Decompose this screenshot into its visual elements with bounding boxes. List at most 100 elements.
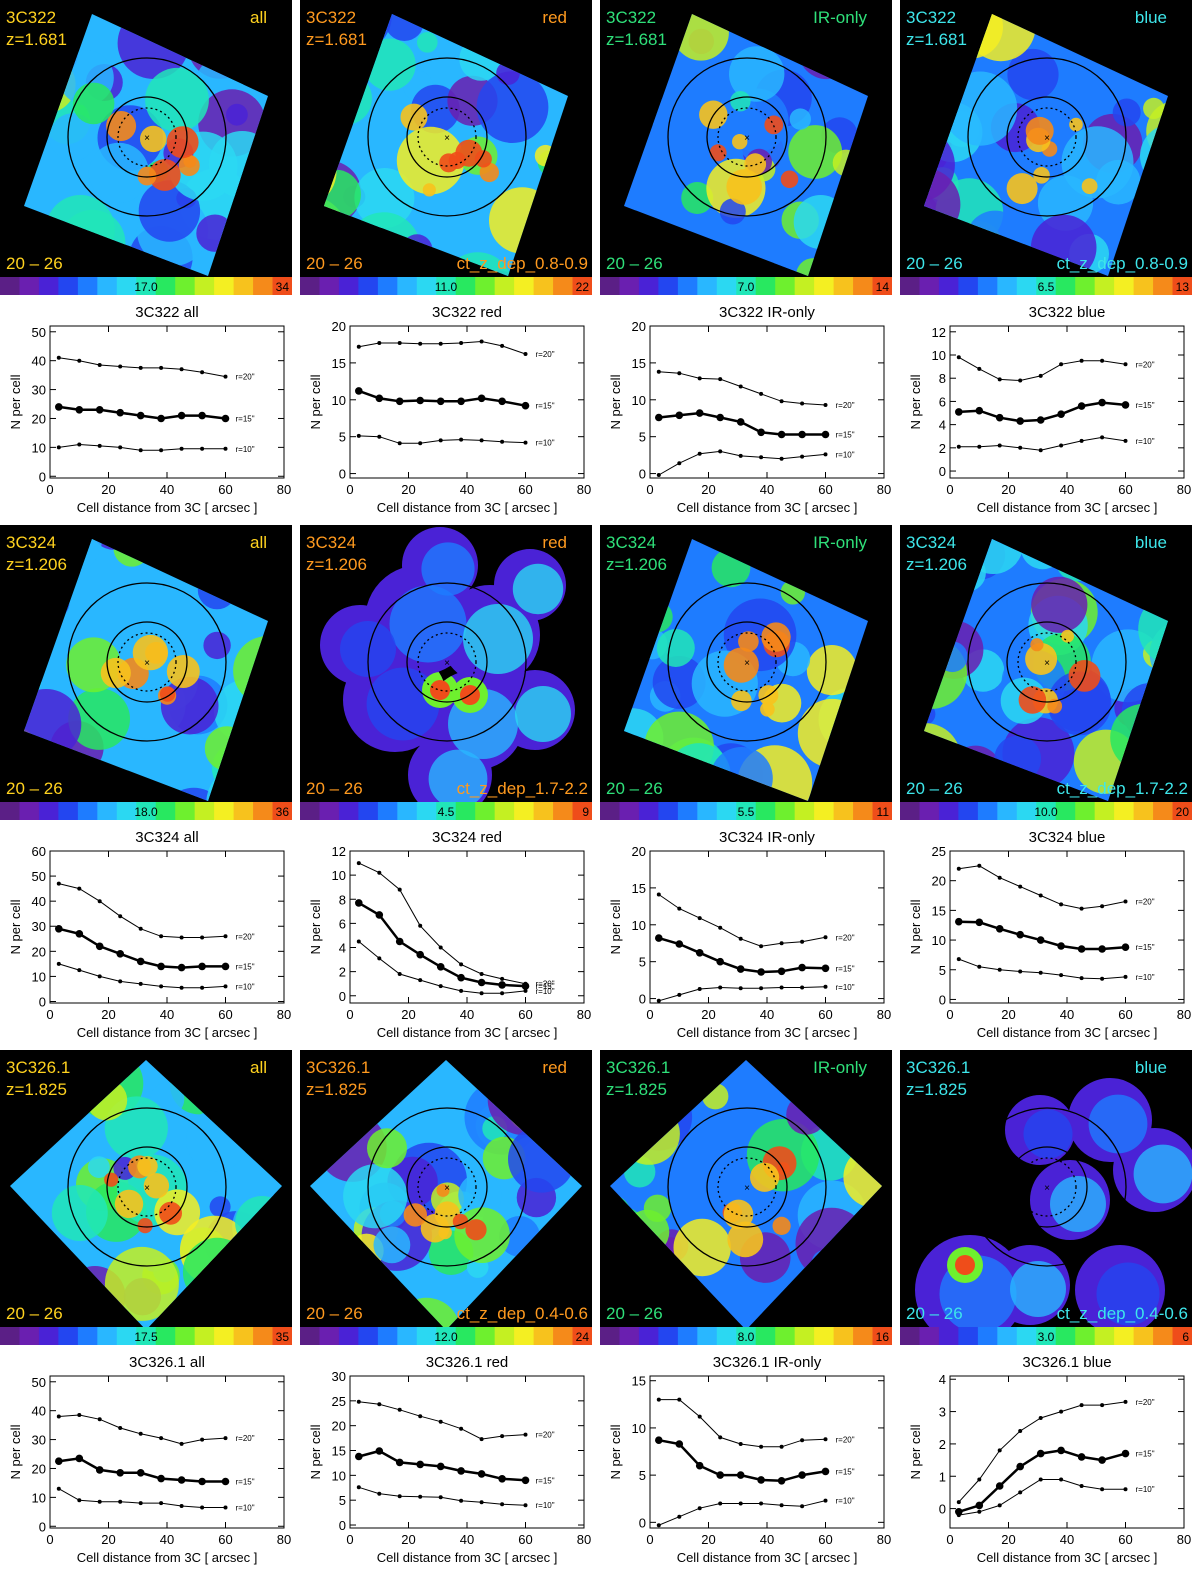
data-point (656, 1523, 661, 1528)
data-point (200, 1505, 205, 1510)
data-point (1079, 438, 1084, 443)
data-point (656, 892, 661, 897)
radio-source-marker: × (444, 133, 450, 144)
data-point (375, 394, 384, 403)
data-point (995, 413, 1004, 422)
y-tick-label: 5 (339, 1493, 346, 1508)
data-point (1057, 942, 1065, 950)
series-label: r=20" (236, 932, 255, 941)
x-tick-label: 20 (1001, 1007, 1015, 1022)
data-point (675, 411, 684, 420)
density-map: × 3C326.1 z=1.825 blue 20 – 26 ct_z_dep_0.4-0… (900, 1058, 1192, 1345)
selection-label: ct_z_dep_1.7-2.2 (457, 779, 588, 798)
data-point (459, 1498, 464, 1503)
y-tick-label: 15 (632, 881, 646, 896)
data-point (200, 985, 205, 990)
plot-frame (49, 325, 285, 479)
data-point (656, 473, 661, 477)
data-point (95, 406, 104, 414)
colorbar: 12.0 24 (300, 1327, 592, 1345)
selection-label: ct_z_dep_1.7-2.2 (1057, 779, 1188, 798)
radio-source-marker: × (744, 658, 750, 669)
x-tick-label: 80 (277, 1532, 291, 1547)
series-label: r=20" (1136, 897, 1155, 906)
data-point (1100, 976, 1105, 981)
y-tick-label: 15 (632, 1374, 646, 1389)
outer-aperture-circle (67, 57, 227, 217)
data-point (697, 1414, 702, 1419)
x-axis-label: Cell distance from 3C [ arcsec ] (677, 1550, 858, 1565)
density-map-panel: × 3C322 z=1.681 IR-only 20 – 26 7.0 14 (600, 0, 892, 295)
data-point (355, 387, 363, 395)
series-r10: r=10" (656, 983, 855, 1003)
y-tick-label: 0 (939, 464, 946, 479)
y-tick-label: 0 (639, 992, 646, 1007)
data-point (975, 406, 984, 415)
data-point (56, 1414, 61, 1419)
y-tick-label: 10 (32, 1490, 46, 1505)
density-map-panel: × 3C322 z=1.681 all 20 – 26 17.0 34 (0, 0, 292, 295)
density-map: × 3C322 z=1.681 all 20 – 26 17.0 34 (0, 8, 292, 295)
y-tick-label: 10 (332, 393, 346, 408)
series-r10: r=10" (356, 939, 555, 996)
data-point (779, 399, 784, 404)
data-point (977, 1509, 982, 1514)
x-tick-label: 0 (46, 1532, 53, 1547)
data-point (438, 945, 443, 950)
data-point (759, 455, 764, 460)
data-point (823, 1437, 828, 1442)
data-point (136, 411, 145, 420)
y-tick-label: 50 (32, 325, 46, 340)
x-tick-label: 40 (1060, 482, 1074, 497)
plot-title: 3C324 red (432, 829, 502, 846)
x-tick-label: 80 (577, 1532, 591, 1547)
data-point (397, 441, 402, 446)
data-point (716, 413, 724, 422)
data-point (677, 1514, 682, 1519)
plot-title: 3C326.1 red (426, 1354, 509, 1371)
y-tick-label: 0 (939, 1502, 946, 1517)
data-point (997, 1448, 1002, 1453)
data-point (500, 343, 505, 348)
x-tick-label: 40 (160, 482, 174, 497)
plot-title: 3C326.1 blue (1022, 1354, 1111, 1371)
profile-plot-panel: 3C324 IR-only Cell distance from 3C [ arc… (600, 822, 892, 1048)
outer-aperture-circle (667, 57, 827, 217)
series-r15: r=15" (55, 403, 255, 423)
series-label: r=10" (836, 983, 855, 992)
magnitude-range: 20 – 26 (306, 779, 363, 798)
data-point (1059, 443, 1064, 448)
plot-title: 3C326.1 all (129, 1354, 205, 1371)
dotted-aperture-circle (717, 107, 777, 167)
x-tick-label: 20 (1001, 482, 1015, 497)
y-axis-label: N per cell (908, 374, 923, 429)
series-label: r=15" (836, 964, 855, 973)
outer-aperture-circle (367, 582, 527, 742)
redshift-label: z=1.206 (606, 555, 667, 574)
category-label: red (542, 1058, 567, 1077)
y-tick-label: 10 (932, 933, 946, 948)
data-point (56, 445, 61, 450)
profile-plot: 3C326.1 red Cell distance from 3C [ arcse… (308, 1354, 591, 1565)
data-point (138, 1501, 143, 1506)
profile-plot-panel: 3C324 all Cell distance from 3C [ arcsec … (0, 822, 292, 1048)
profile-plot-panel: 3C324 red Cell distance from 3C [ arcsec … (300, 822, 592, 1048)
dotted-aperture-circle (1017, 1157, 1077, 1217)
y-tick-label: 2 (939, 1437, 946, 1452)
data-point (956, 866, 961, 871)
data-point (179, 985, 184, 990)
data-point (779, 985, 784, 990)
data-point (97, 1417, 102, 1422)
y-tick-label: 20 (332, 319, 346, 334)
colorbar-max-value: 20 (1176, 805, 1190, 819)
data-point (777, 430, 786, 439)
data-point (355, 1452, 363, 1461)
series-r10: r=10" (356, 433, 555, 448)
data-point (377, 870, 382, 875)
plot-title: 3C322 blue (1029, 304, 1106, 321)
data-point (697, 1506, 702, 1511)
inner-aperture-circle (706, 96, 788, 178)
data-point (798, 963, 806, 972)
series-label: r=10" (536, 1501, 555, 1510)
